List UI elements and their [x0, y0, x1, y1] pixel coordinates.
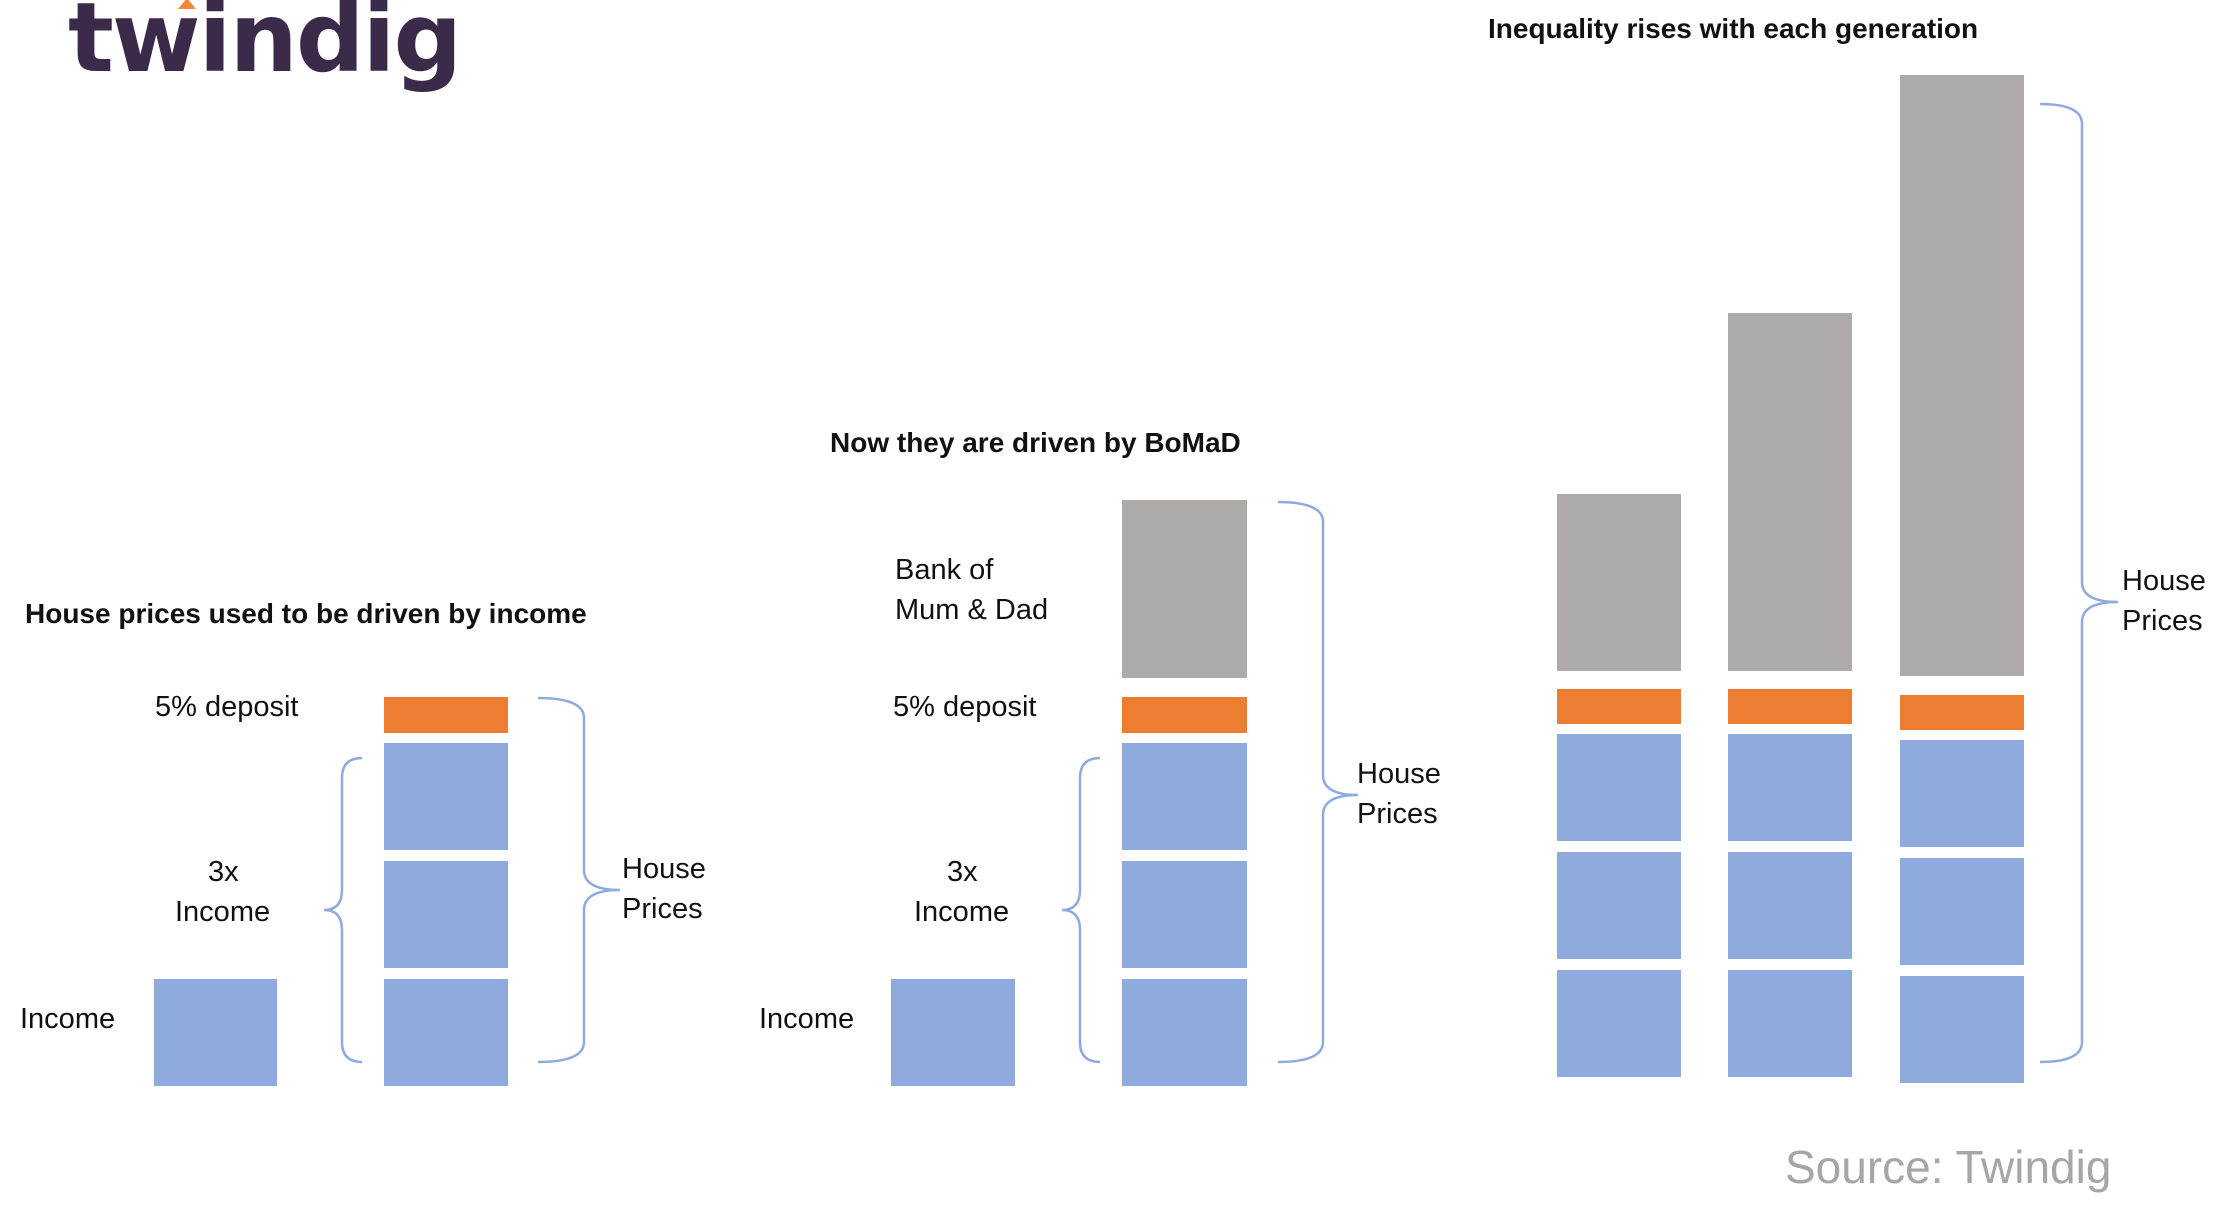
panel2-income-brace — [1061, 756, 1101, 1064]
panel3-house-label: House — [2122, 565, 2206, 597]
gen3-income-stack-1 — [1900, 740, 2024, 847]
panel2-multiple-label: 3x — [947, 856, 978, 888]
gen3-bomad-block — [1900, 75, 2024, 676]
gen1-deposit-block — [1557, 689, 1681, 724]
panel1-house-brace — [537, 696, 621, 1064]
panel1-house-label: House — [622, 853, 706, 885]
panel1-income-brace — [323, 756, 363, 1064]
gen1-income-stack-2 — [1557, 852, 1681, 959]
panel1-multiple-label-income: Income — [175, 896, 271, 928]
panel1-multiple-label: 3x — [208, 856, 239, 888]
panel2-bomad-label-2: Mum & Dad — [895, 594, 1049, 626]
gen2-bomad-block — [1728, 313, 1852, 671]
gen3-income-stack-3 — [1900, 976, 2024, 1083]
panel2-income-block — [891, 979, 1015, 1086]
panel2-bomad-block — [1122, 500, 1247, 678]
panel2-deposit-block — [1122, 697, 1247, 733]
panel1-title: House prices used to be driven by income — [25, 598, 587, 629]
panel2-prices-label: Prices — [1357, 798, 1438, 830]
gen1-income-stack-1 — [1557, 734, 1681, 841]
panel2-house-label: House — [1357, 758, 1441, 790]
gen3-income-stack-2 — [1900, 858, 2024, 965]
panel2-income-stack-3 — [1122, 979, 1247, 1086]
panel1-deposit-label: 5% deposit — [155, 691, 299, 723]
panel2-house-brace — [1277, 500, 1359, 1064]
panel2-income-stack-2 — [1122, 861, 1247, 968]
panel1-prices-label: Prices — [622, 893, 703, 925]
panel1-income-stack-3 — [384, 979, 508, 1086]
panel3-house-brace — [2039, 102, 2119, 1064]
panel2-bomad-label: Bank of — [895, 554, 994, 586]
panel3-prices-label: Prices — [2122, 605, 2203, 637]
gen1-bomad-block — [1557, 494, 1681, 671]
twindig-logo: twindig — [68, 0, 462, 94]
panel1-income-stack-1 — [384, 743, 508, 850]
gen1-income-stack-3 — [1557, 970, 1681, 1077]
panel1-deposit-block — [384, 697, 508, 733]
panel1-income-block — [154, 979, 277, 1086]
panel2-deposit-label: 5% deposit — [893, 691, 1037, 723]
logo-roof-icon — [178, 0, 196, 9]
gen2-deposit-block — [1728, 689, 1852, 724]
panel1-income-label: Income — [20, 1003, 116, 1035]
gen2-income-stack-2 — [1728, 852, 1852, 959]
gen2-income-stack-1 — [1728, 734, 1852, 841]
gen2-income-stack-3 — [1728, 970, 1852, 1077]
panel2-title: Now they are driven by BoMaD — [830, 427, 1241, 458]
panel2-income-stack-1 — [1122, 743, 1247, 850]
source-note: Source: Twindig — [1785, 1141, 2112, 1193]
panel1-income-stack-2 — [384, 861, 508, 968]
panel2-income-label: Income — [759, 1003, 855, 1035]
panel2-multiple-label-income: Income — [914, 896, 1010, 928]
panel3-title: Inequality rises with each generation — [1488, 13, 1979, 44]
gen3-deposit-block — [1900, 695, 2024, 730]
